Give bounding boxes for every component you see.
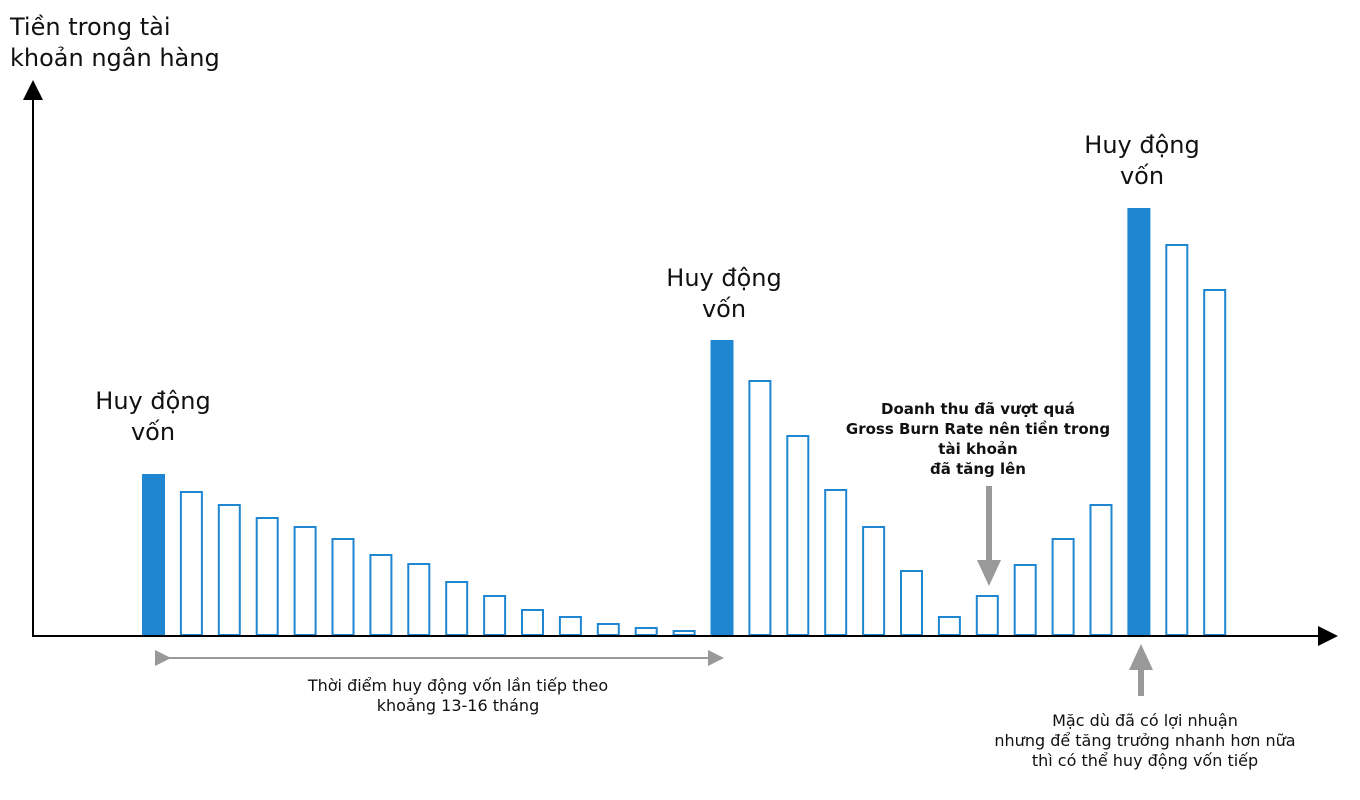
balance-bar <box>331 538 355 636</box>
interval-note: Thời điểm huy động vốn lần tiếp theo kho… <box>307 676 609 715</box>
down-arrow-icon <box>977 486 1001 586</box>
up-arrow-icon <box>1129 644 1153 696</box>
balance-bar <box>293 526 317 636</box>
balance-bar <box>179 491 203 636</box>
balance-bar <box>483 595 507 636</box>
balance-bar <box>217 504 241 636</box>
fundraise-bar <box>710 340 734 635</box>
balance-bar <box>558 616 582 636</box>
balance-bar <box>862 526 886 636</box>
balance-bar <box>369 554 393 636</box>
balance-bar <box>596 623 620 636</box>
revenue-note: Doanh thu đã vượt quá Gross Burn Rate nê… <box>845 400 1111 478</box>
balance-bar <box>975 595 999 636</box>
balance-bar <box>634 627 658 636</box>
balance-bar <box>1165 244 1189 636</box>
balance-bar <box>786 435 810 636</box>
balance-bar <box>672 630 696 636</box>
balance-bar <box>1203 289 1227 636</box>
balance-bar <box>900 570 923 636</box>
balance-bar <box>937 616 961 636</box>
fundraise-label-2: Huy động vốn <box>666 264 782 323</box>
balance-bar <box>1089 504 1113 636</box>
balance-bar <box>824 489 848 636</box>
balance-bar <box>1013 564 1037 636</box>
balance-bar <box>255 517 279 636</box>
fundraise-label-1: Huy động vốn <box>95 387 211 446</box>
balance-bar <box>521 609 544 636</box>
bars <box>142 208 1227 636</box>
fundraise-bar <box>1127 208 1151 635</box>
y-axis-label: Tiền trong tài khoản ngân hàng <box>10 13 220 72</box>
balance-bar <box>407 563 431 636</box>
balance-bar <box>748 380 772 636</box>
fundraise-label-3: Huy động vốn <box>1084 131 1200 190</box>
profit-note: Mặc dù đã có lợi nhuận nhưng để tăng trư… <box>994 711 1296 770</box>
balance-bar <box>445 581 469 636</box>
fundraise-bar <box>142 474 165 635</box>
balance-bar <box>1051 538 1075 636</box>
